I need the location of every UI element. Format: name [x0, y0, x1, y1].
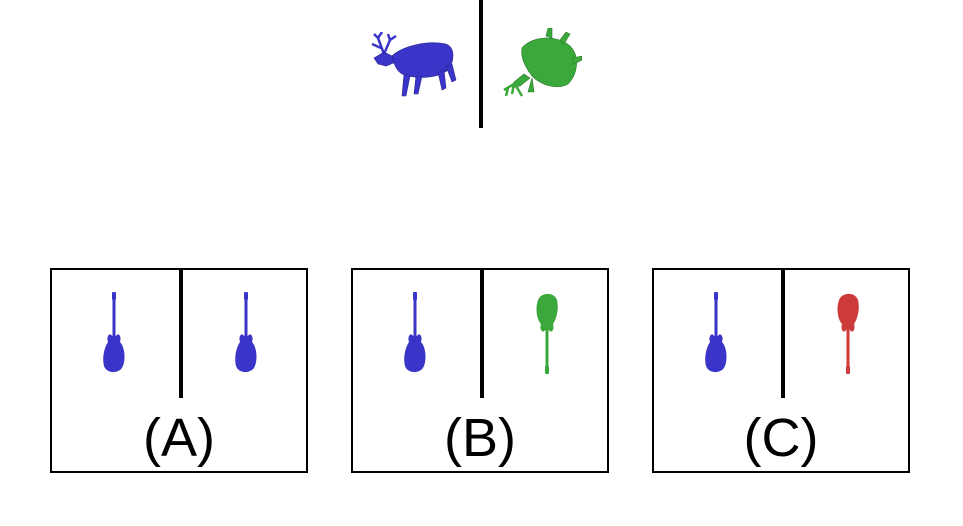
- guitar-icon: [404, 292, 426, 373]
- option-a-box[interactable]: (A): [50, 268, 308, 473]
- option-c-box[interactable]: (C): [652, 268, 910, 473]
- guitar-icon: [837, 293, 859, 374]
- guitar-icon: [705, 292, 727, 373]
- example-pair: [360, 0, 600, 130]
- option-divider: [179, 270, 183, 398]
- guitar-icon: [235, 292, 257, 373]
- deer-icon: [503, 28, 582, 97]
- option-label: (A): [143, 408, 215, 468]
- option-label: (B): [444, 408, 516, 468]
- deer-icon: [371, 32, 457, 97]
- guitar-icon: [536, 293, 558, 374]
- guitar-icon: [103, 292, 125, 373]
- option-divider: [480, 270, 484, 398]
- example-divider: [479, 0, 483, 128]
- option-label: (C): [743, 408, 819, 468]
- option-divider: [781, 270, 785, 398]
- option-b-box[interactable]: (B): [351, 268, 609, 473]
